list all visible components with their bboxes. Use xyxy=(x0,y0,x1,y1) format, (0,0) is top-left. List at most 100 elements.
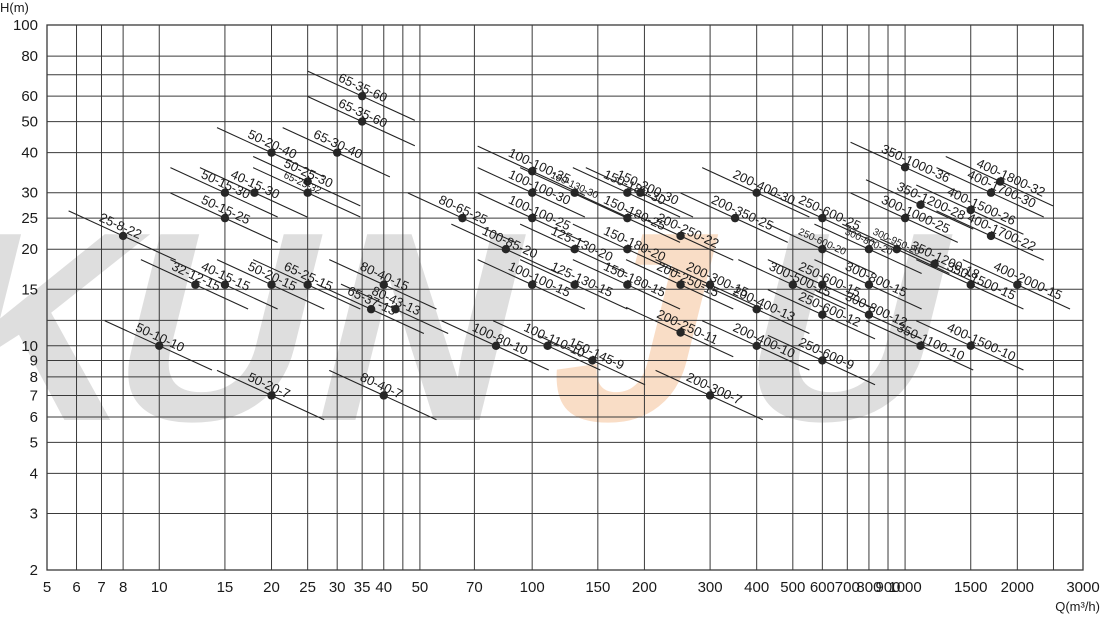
y-tick-label: 7 xyxy=(30,387,38,404)
y-tick-label: 6 xyxy=(30,409,38,426)
y-tick-label: 30 xyxy=(21,185,38,202)
duty-point xyxy=(623,213,632,223)
duty-point xyxy=(966,280,975,289)
x-tick-label: 35 xyxy=(354,579,371,596)
duty-point xyxy=(986,188,996,197)
duty-point xyxy=(676,328,685,337)
duty-point xyxy=(864,280,874,289)
plot-border xyxy=(46,24,1084,571)
y-tick-label: 4 xyxy=(30,465,38,482)
x-tick-label: 300 xyxy=(698,579,723,596)
duty-point xyxy=(491,341,501,350)
duty-point xyxy=(818,280,827,289)
duty-point xyxy=(379,391,388,400)
x-tick-label: 6 xyxy=(72,579,80,596)
duty-point xyxy=(379,280,388,289)
duty-point xyxy=(366,305,376,314)
duty-point xyxy=(357,117,367,126)
y-tick-label: 60 xyxy=(21,88,38,105)
duty-point xyxy=(267,280,276,289)
duty-point xyxy=(676,280,685,289)
duty-point xyxy=(818,213,827,223)
duty-point xyxy=(527,167,537,176)
y-tick-label: 80 xyxy=(21,48,38,65)
duty-point xyxy=(623,188,632,197)
duty-point xyxy=(818,245,827,254)
duty-point xyxy=(966,205,975,215)
duty-point xyxy=(118,231,128,241)
y-tick-label: 9 xyxy=(30,352,38,369)
duty-point xyxy=(191,280,200,289)
duty-point xyxy=(864,245,874,254)
x-tick-label: 10 xyxy=(151,579,168,596)
duty-point xyxy=(1013,280,1022,289)
y-tick-label: 2 xyxy=(30,562,38,579)
duty-point xyxy=(623,280,632,289)
duty-point xyxy=(267,148,276,157)
x-tick-label: 30 xyxy=(329,579,346,596)
duty-point xyxy=(900,163,910,172)
x-tick-label: 700 xyxy=(835,579,860,596)
x-tick-label: 500 xyxy=(780,579,805,596)
y-tick-label: 15 xyxy=(21,281,38,298)
duty-point xyxy=(220,188,230,197)
duty-point xyxy=(752,305,761,314)
x-tick-label: 20 xyxy=(263,579,280,596)
y-axis-label: H(m) xyxy=(0,0,29,15)
duty-point xyxy=(303,188,312,197)
y-tick-label: 50 xyxy=(21,114,38,131)
duty-point xyxy=(303,280,312,289)
x-tick-label: 15 xyxy=(217,579,234,596)
duty-point xyxy=(527,188,537,197)
y-tick-label: 3 xyxy=(30,506,38,523)
duty-point xyxy=(220,213,230,223)
duty-point xyxy=(588,356,597,365)
x-tick-label: 50 xyxy=(412,579,429,596)
duty-point xyxy=(966,341,975,350)
y-tick-label: 10 xyxy=(21,338,38,355)
x-tick-label: 7 xyxy=(97,579,105,596)
duty-point xyxy=(916,341,925,350)
duty-point xyxy=(570,245,579,254)
x-tick-label: 100 xyxy=(520,579,545,596)
x-tick-label: 40 xyxy=(375,579,392,596)
duty-point xyxy=(458,213,467,223)
x-tick-label: 1500 xyxy=(954,579,987,596)
duty-point xyxy=(391,305,400,314)
x-tick-label: 200 xyxy=(632,579,657,596)
x-tick-label: 600 xyxy=(810,579,835,596)
duty-point xyxy=(986,231,996,241)
duty-point xyxy=(996,177,1005,186)
duty-point xyxy=(623,245,632,254)
duty-point xyxy=(900,213,910,223)
y-tick-label: 5 xyxy=(30,434,38,451)
duty-point xyxy=(930,259,939,269)
duty-point xyxy=(818,356,827,365)
y-tick-label: 8 xyxy=(30,369,38,386)
y-tick-label: 20 xyxy=(21,241,38,258)
x-tick-label: 800 xyxy=(856,579,881,596)
x-tick-label: 150 xyxy=(585,579,610,596)
duty-point xyxy=(250,188,259,197)
x-axis-label: Q(m³/h) xyxy=(1055,599,1100,614)
x-tick-label: 70 xyxy=(466,579,483,596)
duty-point xyxy=(788,280,798,289)
x-tick-label: 900 xyxy=(875,579,900,596)
duty-point xyxy=(357,91,367,101)
duty-point xyxy=(916,200,925,210)
plot-frame xyxy=(46,24,1084,571)
duty-point xyxy=(752,341,761,350)
x-tick-label: 5 xyxy=(43,579,51,596)
duty-point xyxy=(527,280,537,289)
x-tick-label: 400 xyxy=(744,579,769,596)
duty-point xyxy=(303,177,312,186)
duty-point xyxy=(543,341,552,350)
duty-point xyxy=(527,213,537,223)
duty-point xyxy=(864,310,874,319)
x-tick-label: 1000 xyxy=(888,579,921,596)
duty-point xyxy=(501,245,511,254)
duty-point xyxy=(155,341,164,350)
